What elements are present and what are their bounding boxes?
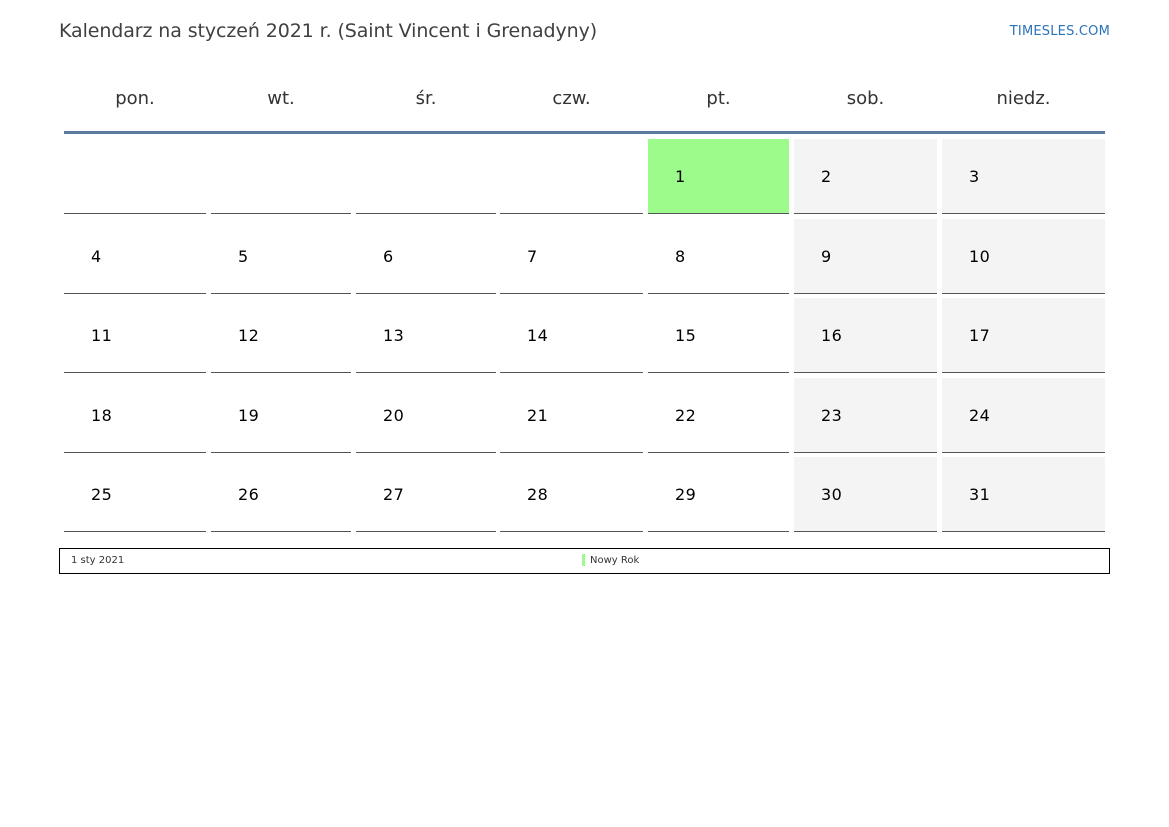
- weekday-header: pon. wt. śr. czw. pt. sob. niedz.: [64, 80, 1105, 134]
- page-title: Kalendarz na styczeń 2021 r. (Saint Vinc…: [59, 20, 598, 42]
- day-number: 21: [527, 406, 549, 425]
- day-number: 25: [91, 485, 113, 504]
- day-number: 17: [969, 326, 991, 345]
- weekday-header-cell: śr.: [415, 88, 437, 109]
- empty-day-cell: [64, 139, 206, 214]
- day-cell: 18: [64, 378, 206, 453]
- holiday-legend: 1 sty 2021 Nowy Rok: [59, 548, 1110, 574]
- day-number: 30: [821, 485, 843, 504]
- weekday-header-cell: czw.: [552, 88, 591, 109]
- day-cell: 27: [356, 457, 496, 532]
- day-number: 7: [527, 247, 538, 266]
- day-cell: 25: [64, 457, 206, 532]
- day-cell: 10: [942, 219, 1105, 294]
- day-number: 19: [238, 406, 260, 425]
- day-cell: 26: [211, 457, 351, 532]
- day-number: 18: [91, 406, 113, 425]
- day-cell: 15: [648, 298, 789, 373]
- day-cell: 9: [794, 219, 937, 294]
- day-cell: 1: [648, 139, 789, 214]
- day-number: 12: [238, 326, 260, 345]
- day-number: 23: [821, 406, 843, 425]
- day-number: 31: [969, 485, 991, 504]
- day-cell: 30: [794, 457, 937, 532]
- day-cell: 8: [648, 219, 789, 294]
- day-cell: 17: [942, 298, 1105, 373]
- legend-date: 1 sty 2021: [71, 555, 125, 566]
- day-cell: 12: [211, 298, 351, 373]
- day-number: 13: [383, 326, 405, 345]
- weekday-header-cell: sob.: [846, 88, 885, 109]
- day-number: 15: [675, 326, 697, 345]
- empty-day-cell: [500, 139, 643, 214]
- weekday-header-cell: pon.: [115, 88, 155, 109]
- weekday-header-cell: pt.: [706, 88, 731, 109]
- day-number: 1: [675, 167, 686, 186]
- day-cell: 5: [211, 219, 351, 294]
- day-cell: 13: [356, 298, 496, 373]
- site-link[interactable]: TIMESLES.COM: [1009, 24, 1110, 39]
- day-number: 29: [675, 485, 697, 504]
- day-cell: 4: [64, 219, 206, 294]
- day-cell: 23: [794, 378, 937, 453]
- calendar-grid: pon. wt. śr. czw. pt. sob. niedz. 1 2 3 4 5 6 7 8 9 10 1…: [64, 80, 1105, 532]
- day-cell: 7: [500, 219, 643, 294]
- legend-holiday-name: Nowy Rok: [590, 555, 640, 566]
- day-cell: 29: [648, 457, 789, 532]
- day-cell: 31: [942, 457, 1105, 532]
- empty-day-cell: [211, 139, 351, 214]
- day-number: 5: [238, 247, 249, 266]
- day-cell: 22: [648, 378, 789, 453]
- day-number: 4: [91, 247, 102, 266]
- day-number: 2: [821, 167, 832, 186]
- header-divider: [64, 131, 1105, 134]
- day-number: 16: [821, 326, 843, 345]
- day-cell: 14: [500, 298, 643, 373]
- day-number: 6: [383, 247, 394, 266]
- legend-holiday-marker: [582, 554, 585, 566]
- day-number: 22: [675, 406, 697, 425]
- day-cell: 28: [500, 457, 643, 532]
- day-cell: 16: [794, 298, 937, 373]
- day-number: 11: [91, 326, 113, 345]
- day-number: 26: [238, 485, 260, 504]
- weekday-header-cell: niedz.: [996, 88, 1051, 109]
- day-number: 20: [383, 406, 405, 425]
- day-cell: 6: [356, 219, 496, 294]
- day-cell: 3: [942, 139, 1105, 214]
- day-number: 9: [821, 247, 832, 266]
- empty-day-cell: [356, 139, 496, 214]
- weekday-header-cell: wt.: [267, 88, 295, 109]
- day-number: 27: [383, 485, 405, 504]
- day-number: 28: [527, 485, 549, 504]
- day-cell: 19: [211, 378, 351, 453]
- day-number: 24: [969, 406, 991, 425]
- day-number: 10: [969, 247, 991, 266]
- day-cell: 21: [500, 378, 643, 453]
- day-number: 14: [527, 326, 549, 345]
- day-number: 3: [969, 167, 980, 186]
- day-cell: 2: [794, 139, 937, 214]
- day-cell: 24: [942, 378, 1105, 453]
- day-cell: 20: [356, 378, 496, 453]
- day-number: 8: [675, 247, 686, 266]
- day-cell: 11: [64, 298, 206, 373]
